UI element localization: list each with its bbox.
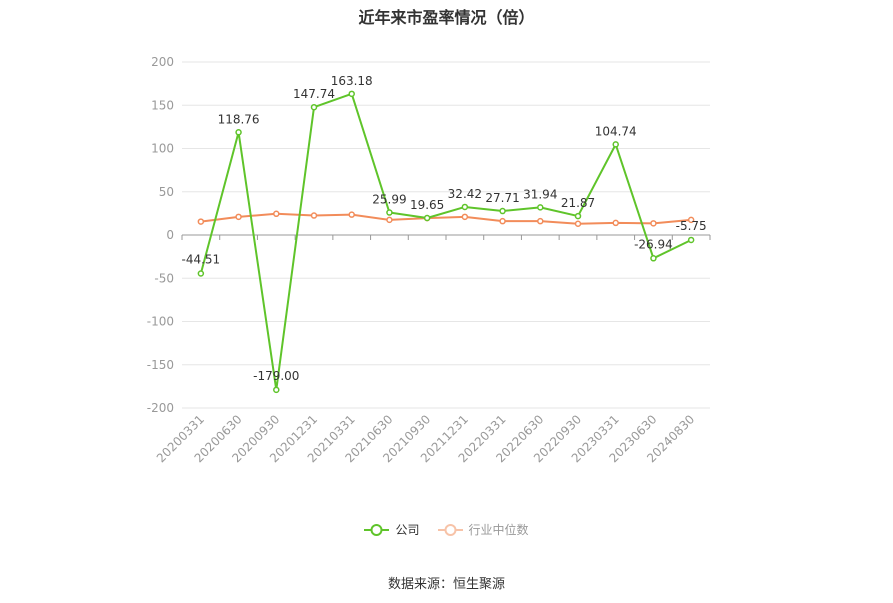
industry-median-series-line (200, 212, 692, 225)
company-data-point (650, 255, 657, 262)
company-data-label: 31.94 (523, 187, 557, 201)
company-data-label: 27.71 (485, 191, 519, 205)
industry-median-data-point (687, 216, 695, 224)
series-lines (197, 90, 695, 394)
y-tick-label: 150 (151, 98, 174, 112)
company-data-label: -179.00 (253, 369, 299, 383)
company-data-label: 118.76 (218, 112, 260, 126)
y-tick-label: 50 (159, 185, 174, 199)
company-data-label: -26.94 (634, 237, 673, 251)
data-source-note: 数据来源：恒生聚源 (387, 577, 505, 592)
industry-median-data-point (235, 213, 242, 221)
company-data-point (235, 129, 242, 136)
legend-industry-label: 行业中位数 (468, 523, 529, 537)
company-data-label: 104.74 (595, 124, 637, 138)
company-data-point (461, 203, 469, 211)
company-data-label: 19.65 (410, 198, 444, 212)
y-tick-label: 100 (151, 142, 174, 156)
legend-item-company[interactable]: 公司 (364, 521, 420, 538)
company-data-label: -44.51 (182, 253, 221, 267)
company-data-point (386, 209, 393, 216)
company-data-label: 32.42 (448, 187, 482, 201)
legend-item-industry-median[interactable]: 行业中位数 (437, 521, 529, 538)
grid-lines (182, 61, 710, 409)
company-data-label: 25.99 (372, 193, 406, 207)
company-data-point (499, 207, 506, 215)
company-data-point (273, 386, 280, 394)
industry-median-data-point (197, 218, 205, 225)
company-data-point (537, 204, 544, 211)
y-tick-label: 0 (166, 228, 174, 242)
industry-median-data-point (650, 220, 657, 227)
y-tick-label: 200 (151, 55, 174, 69)
company-data-label: -5.75 (676, 219, 707, 233)
legend-company-icon (364, 523, 390, 536)
industry-median-data-point (386, 216, 393, 224)
industry-median-data-point (348, 211, 355, 218)
company-data-label: 163.18 (331, 74, 373, 88)
industry-median-data-point (461, 213, 469, 221)
company-data-point (687, 236, 695, 244)
industry-median-data-point (612, 219, 619, 227)
company-data-label: 147.74 (293, 87, 335, 101)
industry-median-data-point (273, 210, 280, 218)
legend-industry-icon (437, 523, 463, 536)
y-tick-label: -150 (147, 358, 174, 372)
y-tick-label: -100 (147, 315, 174, 329)
industry-median-data-point (310, 212, 318, 219)
legend-company-label: 公司 (395, 523, 420, 537)
company-data-point (612, 141, 619, 148)
company-data-point (574, 212, 582, 220)
industry-median-data-point (499, 217, 506, 225)
y-tick-label: -200 (147, 401, 174, 415)
company-data-point (310, 103, 318, 111)
industry-median-data-point (537, 217, 544, 225)
y-tick-label: -50 (154, 271, 174, 285)
legend: 公司 行业中位数 (0, 521, 893, 538)
industry-median-data-point (574, 220, 582, 228)
company-series-line (199, 92, 692, 391)
company-data-point (423, 214, 431, 222)
chart-title: 近年来市盈率情况（倍） (358, 8, 535, 27)
company-data-point (197, 270, 205, 277)
company-data-label: 21.87 (561, 196, 595, 210)
company-data-point (348, 90, 355, 98)
